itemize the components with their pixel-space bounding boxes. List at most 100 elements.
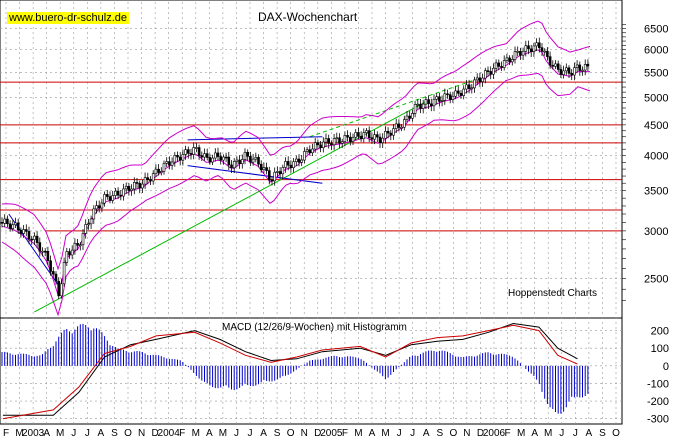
candle-body [554,63,557,67]
candle-body [483,70,487,79]
candle-body [122,188,125,197]
candle-body [57,280,61,297]
candle-body [3,218,7,224]
candle-body [529,48,533,52]
candle-body [246,151,249,157]
candle-body [251,158,255,163]
candle-body [114,190,117,196]
candle-body [573,67,576,76]
candle-body [516,50,520,53]
candle-body [370,137,374,140]
candle-body [570,73,574,76]
candle-body [413,104,417,114]
x-tick-label: J [573,428,578,439]
y-tick-label: 4000 [644,151,668,163]
candle-body [259,163,263,171]
macd-y-tick-label: 200 [651,326,669,338]
candle-body [365,130,368,133]
candle-body [392,128,395,136]
candle-body [62,262,66,285]
y-tick-label: 4500 [644,120,668,132]
macd-y-tick-label: 0 [663,361,669,373]
macd-y-tick-label: -200 [647,396,669,408]
candle-body [535,42,538,47]
x-tick-label: S [274,428,281,439]
x-tick-label: N [301,428,308,439]
x-tick-label: D [151,428,158,439]
candle-body [30,238,34,241]
candle-body [211,157,214,163]
candle-body [564,67,568,72]
candle-body [467,84,471,89]
x-tick-label: J [559,428,564,439]
candle-body [375,134,379,138]
bollinger-lower [1,72,591,317]
candle-body [24,229,28,232]
candle-body [170,161,174,166]
candle-body [133,182,136,190]
macd-title: MACD (12/26/9-Wochen) mit Histogramm [222,322,407,333]
candle-body [184,149,187,155]
candle-body [330,143,333,146]
x-tick-label: M [15,428,23,439]
candle-body [470,87,474,90]
x-tick-label: F [179,428,185,439]
candle-body [197,147,201,156]
candle-body [324,138,328,143]
candle-body [200,155,204,158]
x-tick-label: A [586,428,593,439]
candle-body [143,177,147,185]
candle-body [492,68,495,75]
candle-body [232,161,236,169]
candle-body [95,205,98,210]
candle-body [160,171,163,173]
candle-body [475,77,479,81]
x-tick-label: F [505,428,511,439]
candle-body [378,136,382,144]
candle-body [303,151,306,161]
x-tick-label: A [369,428,376,439]
candle-body [79,244,82,247]
candle-body [151,173,155,182]
x-tick-label: M [381,428,389,439]
candle-body [73,243,77,251]
candle-body [510,59,514,63]
bollinger-middle [1,49,590,297]
candle-body [567,67,571,74]
x-tick-label: O [449,428,457,439]
y-tick-label: 3500 [644,186,668,198]
candle-body [138,183,141,189]
candle-body [49,260,52,272]
candle-body [54,273,58,282]
candle-body [116,190,120,196]
x-tick-label: A [43,428,50,439]
candle-body [478,77,482,82]
candle-body [203,153,206,158]
candle-body [440,100,444,102]
candle-body [451,95,455,100]
candle-body [340,141,344,144]
candle-body [351,136,355,142]
y-tick-label: 3000 [644,226,668,238]
candle-body [16,222,20,231]
candle-body [119,194,123,197]
x-tick-label: J [248,428,253,439]
candle-body [124,185,128,190]
y-tick-label: 5500 [644,67,668,79]
candle-body [527,45,530,50]
candle-body [335,137,339,140]
candle-body [562,70,565,75]
x-tick-label: A [423,428,430,439]
candle-body [297,158,301,163]
candle-body [294,158,298,162]
candle-body [8,223,12,229]
candle-body [438,96,441,102]
candle-body [305,149,309,152]
x-tick-label: M [219,428,227,439]
candle-body [400,126,403,129]
x-tick-label: 2004 [158,428,181,439]
candle-body [354,132,358,138]
x-tick-label: S [436,428,443,439]
candle-body [421,103,425,109]
candle-body [181,154,185,161]
